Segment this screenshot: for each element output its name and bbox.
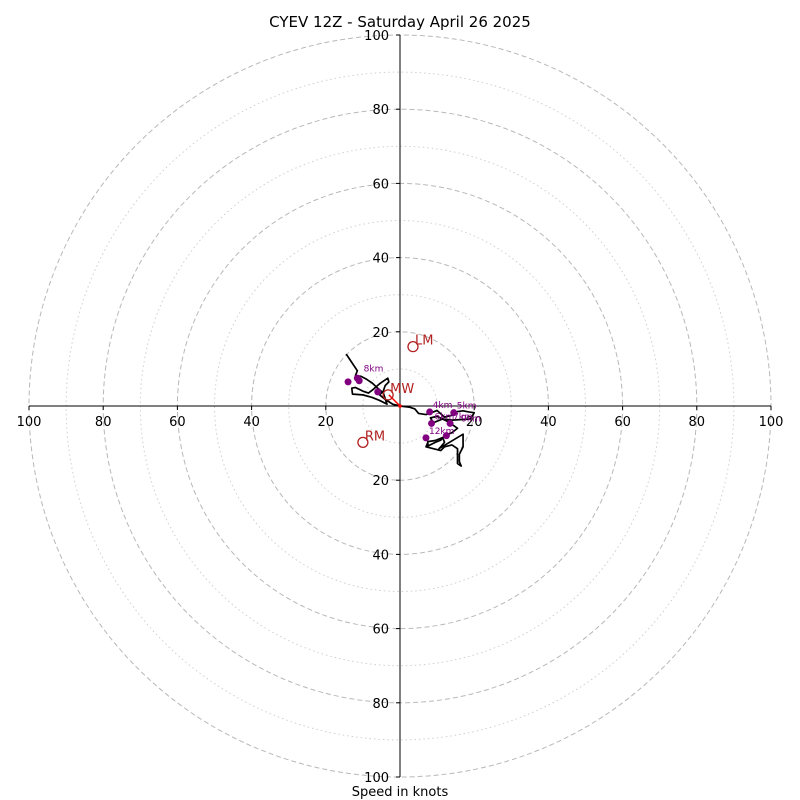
height-marker-label: 12km bbox=[429, 427, 454, 437]
x-tick-label: 80 bbox=[95, 415, 112, 430]
storm-motion-label: LM bbox=[415, 334, 433, 349]
x-tick-label: 60 bbox=[614, 415, 631, 430]
storm-motion-label: MW bbox=[390, 382, 414, 397]
storm-motion-marker bbox=[357, 436, 369, 449]
x-tick-label: 60 bbox=[169, 415, 186, 430]
x-tick-label: 40 bbox=[243, 415, 260, 430]
height-marker bbox=[446, 419, 454, 427]
height-marker-label: 6km bbox=[435, 412, 455, 422]
y-tick-label: 80 bbox=[372, 697, 389, 712]
height-marker-label: 5km bbox=[457, 402, 477, 412]
height-marker bbox=[353, 374, 361, 382]
x-tick-label: 40 bbox=[540, 415, 557, 430]
height-marker bbox=[426, 408, 434, 416]
y-tick-label: 100 bbox=[364, 29, 389, 44]
y-tick-label: 40 bbox=[372, 252, 389, 267]
height-marker-label: 8km bbox=[364, 364, 384, 374]
storm-motion-label: RM bbox=[365, 429, 385, 444]
y-tick-label: 20 bbox=[372, 326, 389, 341]
height-marker bbox=[422, 434, 430, 442]
x-tick-label: 100 bbox=[17, 415, 42, 430]
y-tick-label: 60 bbox=[372, 177, 389, 192]
height-marker-label: 9km bbox=[461, 415, 481, 425]
x-tick-label: 80 bbox=[689, 415, 706, 430]
height-marker bbox=[374, 388, 382, 396]
height-marker-label: 4km bbox=[433, 401, 453, 411]
y-tick-label: 40 bbox=[372, 548, 389, 563]
y-tick-label: 60 bbox=[372, 623, 389, 638]
x-axis-label: Speed in knots bbox=[352, 785, 449, 800]
tick-labels: 100 80 60 40 20 20 40 60 80 100100806040202040608… bbox=[17, 29, 784, 786]
shear-vector-tip bbox=[398, 404, 402, 408]
height-marker-label: 7km bbox=[453, 412, 473, 422]
storm-motion-markers: LM RM MW bbox=[357, 334, 433, 449]
shear-vector bbox=[388, 394, 401, 407]
storm-motion-marker bbox=[382, 389, 394, 401]
y-tick-label: 20 bbox=[372, 474, 389, 489]
height-marker bbox=[428, 419, 436, 427]
storm-motion-marker bbox=[407, 340, 419, 353]
chart-title: CYEV 12Z - Saturday April 26 2025 bbox=[269, 13, 531, 31]
height-marker bbox=[450, 409, 458, 417]
y-tick-label: 100 bbox=[364, 771, 389, 786]
height-marker bbox=[442, 432, 450, 440]
y-tick-label: 80 bbox=[372, 103, 389, 118]
height-marker bbox=[344, 378, 352, 386]
x-tick-label: 100 bbox=[759, 415, 784, 430]
x-tick-label: 20 bbox=[318, 415, 335, 430]
